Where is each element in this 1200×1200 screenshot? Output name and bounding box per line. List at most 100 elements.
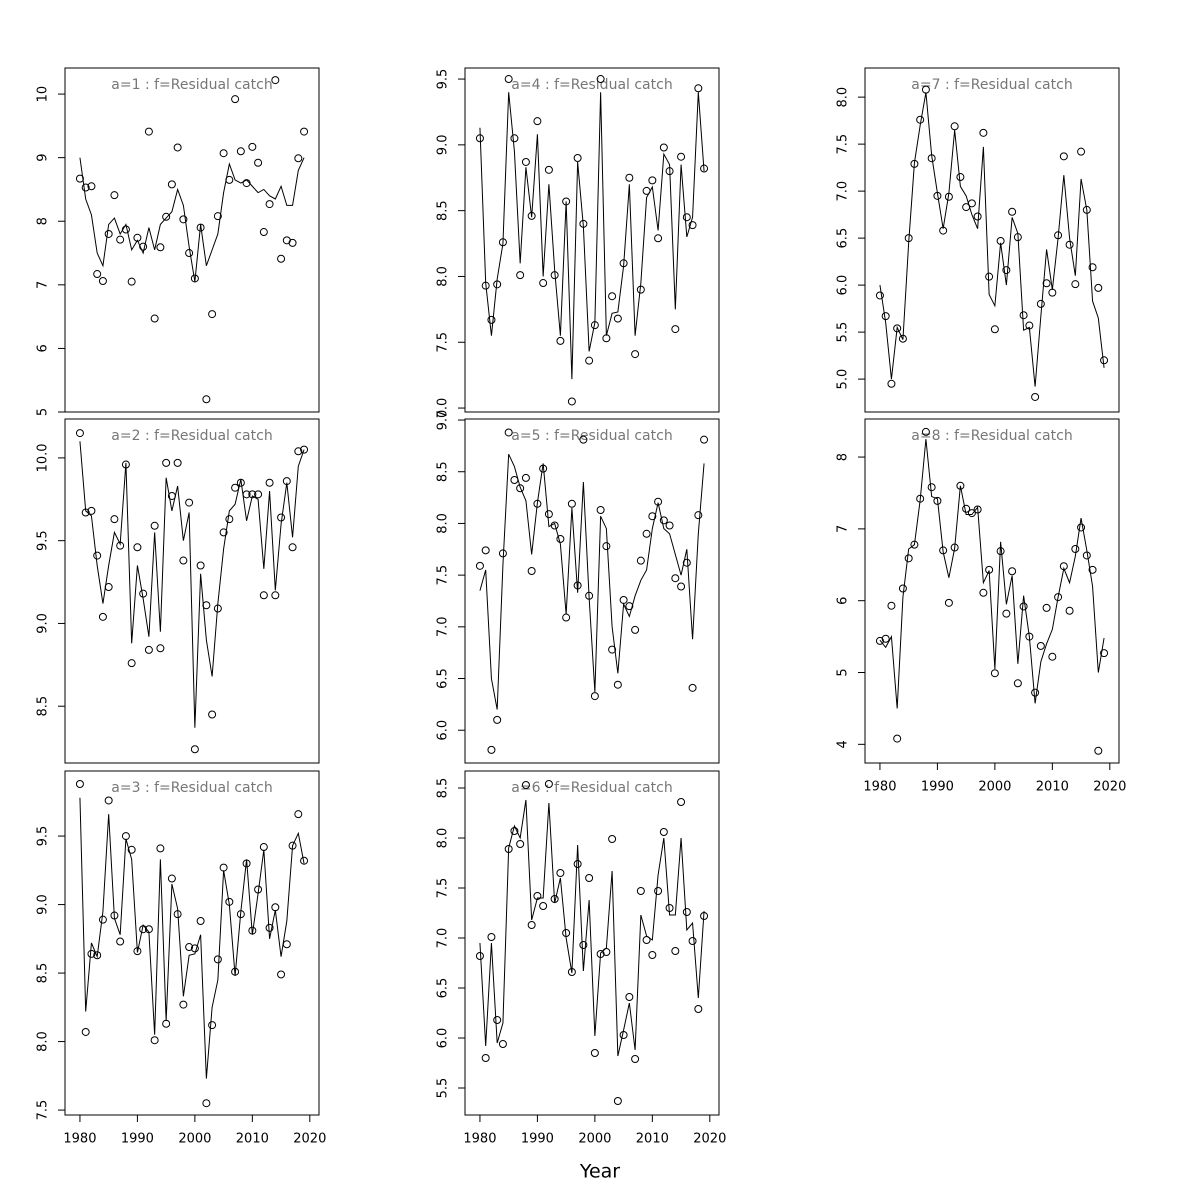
data-point [300, 856, 309, 865]
data-point [677, 798, 686, 806]
data-point [898, 584, 907, 593]
data-point [104, 229, 113, 238]
y-tick-label: 7 [836, 525, 851, 533]
data-point [967, 509, 976, 518]
y-tick-label: 9.0 [36, 613, 51, 634]
data-point [121, 832, 130, 841]
x-tick-label: 1980 [863, 780, 896, 795]
x-tick-label: 2020 [293, 1132, 326, 1147]
data-point [93, 270, 102, 279]
data-point [654, 234, 663, 243]
data-point [950, 122, 959, 131]
data-point [81, 183, 90, 192]
data-point [271, 591, 280, 600]
data-point [973, 212, 982, 221]
data-point [893, 734, 902, 743]
data-point [277, 254, 286, 263]
data-point [694, 84, 703, 93]
data-point [1088, 565, 1097, 574]
data-point [677, 582, 686, 591]
y-tick-label: 7.5 [436, 878, 451, 899]
data-point [608, 835, 617, 843]
data-point [1048, 652, 1057, 661]
data-point [1054, 593, 1063, 602]
x-tick-label: 1990 [521, 1132, 554, 1147]
data-point [608, 645, 617, 654]
y-tick-label: 6 [36, 344, 51, 352]
y-tick-label: 8.5 [436, 200, 451, 221]
data-point [682, 213, 691, 222]
data-point [573, 154, 582, 163]
y-tick-label: 5.0 [836, 369, 851, 390]
data-point [156, 844, 165, 853]
data-point [87, 506, 96, 515]
data-point [539, 902, 548, 910]
data-point [1031, 392, 1040, 401]
data-point [150, 521, 159, 530]
y-tick-label: 9 [36, 154, 51, 162]
y-tick-label: 6 [836, 597, 851, 605]
data-point [596, 505, 605, 514]
x-tick-label: 2000 [178, 1132, 211, 1147]
y-tick-label: 5.5 [436, 1078, 451, 1099]
data-point [619, 1031, 628, 1039]
data-point [213, 212, 222, 221]
data-point [585, 874, 594, 882]
data-point [985, 272, 994, 281]
data-point [602, 542, 611, 551]
data-point [185, 943, 194, 952]
data-point [700, 435, 709, 444]
data-point [98, 915, 107, 924]
data-point [75, 174, 84, 183]
fitted-line [879, 439, 1105, 709]
y-tick-label: 8.0 [436, 513, 451, 534]
data-point [613, 680, 622, 689]
x-tick-label: 2000 [978, 780, 1011, 795]
data-point [294, 810, 303, 819]
data-point [881, 634, 890, 643]
data-point [1002, 609, 1011, 618]
data-point [190, 745, 199, 754]
data-point [294, 447, 303, 456]
x-tick-label: 2020 [1093, 780, 1126, 795]
plot-frame [864, 418, 1120, 764]
y-tick-label: 6.0 [436, 1028, 451, 1049]
data-point [1036, 641, 1045, 650]
y-tick-label: 8.5 [36, 963, 51, 984]
y-tick-label: 8.5 [436, 778, 451, 799]
data-point [127, 659, 136, 668]
fitted-line [479, 799, 705, 1057]
data-point [579, 435, 588, 444]
data-point [277, 513, 286, 522]
data-point [688, 221, 697, 230]
data-point [1031, 688, 1040, 697]
data-point [179, 556, 188, 565]
data-point [916, 115, 925, 124]
data-point [300, 445, 309, 454]
fitted-line [79, 797, 305, 1079]
data-point [98, 277, 107, 286]
data-point [539, 279, 548, 288]
x-tick-label: 1990 [921, 780, 954, 795]
data-point [173, 143, 182, 152]
data-point [202, 1099, 211, 1108]
data-point [1002, 266, 1011, 275]
plot-frame [64, 770, 320, 1116]
y-tick-label: 5 [836, 668, 851, 676]
data-point [665, 521, 674, 530]
data-point [516, 271, 525, 280]
data-point [190, 274, 199, 283]
data-point [493, 1016, 502, 1024]
y-tick-label: 9.0 [436, 410, 451, 431]
data-point [493, 715, 502, 724]
data-point [504, 428, 513, 437]
data-point [121, 225, 130, 234]
fitted-line [79, 441, 305, 728]
data-point [196, 917, 205, 926]
data-point [659, 143, 668, 152]
data-point [1042, 279, 1051, 288]
data-point [671, 947, 680, 955]
data-point [498, 1040, 507, 1048]
data-point [265, 200, 274, 209]
data-point [162, 212, 171, 221]
